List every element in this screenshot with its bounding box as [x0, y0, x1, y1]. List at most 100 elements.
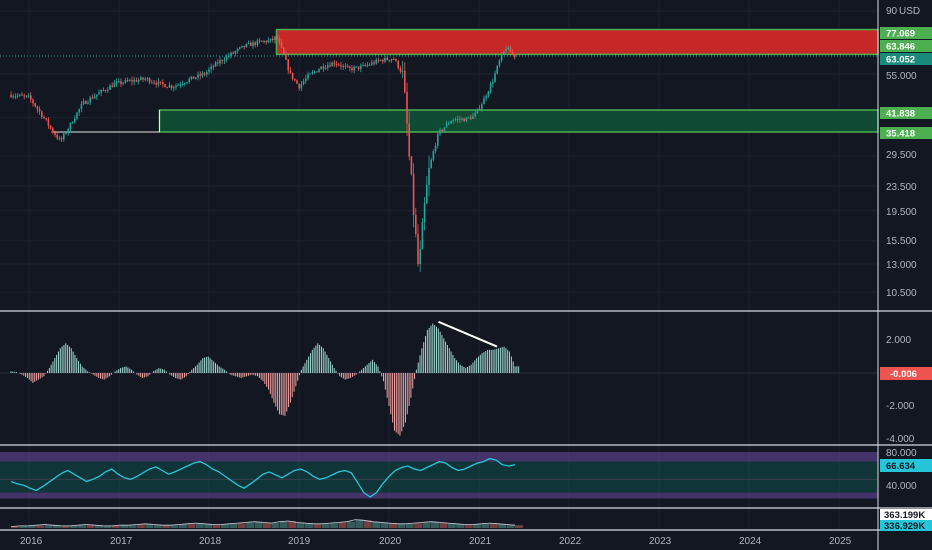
x-tick-label: 2023 — [649, 536, 672, 547]
price-tag-label: 63.846 — [886, 42, 915, 53]
candle-body — [390, 59, 393, 61]
candle-body — [82, 101, 85, 105]
rsi-panel[interactable] — [0, 452, 878, 499]
candle-body — [441, 129, 443, 131]
candle-body — [65, 133, 67, 135]
volume-bar — [313, 523, 322, 528]
candle-body — [305, 78, 307, 82]
candle-body — [87, 102, 89, 104]
volume-bar — [44, 524, 53, 528]
osc-last-value: -0.006 — [890, 369, 917, 380]
candle-body — [93, 96, 96, 99]
candle-body — [487, 91, 490, 97]
volume-panel[interactable] — [10, 519, 523, 528]
volume-bar — [212, 524, 221, 528]
candle-body — [34, 103, 36, 107]
rsi-last-value: 66.634 — [886, 461, 916, 472]
candle-body — [16, 95, 19, 97]
volume-bar — [254, 521, 263, 528]
candles — [10, 33, 516, 273]
rsi-oversold-band — [0, 492, 878, 499]
candle-body — [10, 94, 12, 98]
candle-body — [41, 111, 43, 117]
volume-bar — [389, 523, 397, 528]
rsi-last-tag — [880, 459, 932, 472]
candle-body — [432, 151, 435, 160]
candle-body — [474, 113, 476, 116]
candle-body — [243, 45, 245, 47]
candle-body — [287, 59, 289, 71]
price-tag-label: 63.052 — [886, 55, 915, 66]
candle-body — [232, 52, 234, 54]
candle-body — [406, 91, 408, 124]
candle-body — [74, 118, 76, 123]
candle-body — [342, 65, 344, 67]
volume-bar — [347, 521, 355, 528]
candle-body — [395, 59, 397, 61]
oscillator-panel[interactable] — [0, 320, 878, 436]
price-tick-label: 90 — [886, 6, 898, 17]
candle-body — [320, 66, 322, 70]
candle-body — [316, 71, 318, 73]
candle-body — [470, 117, 472, 119]
candle-body — [210, 66, 212, 70]
candle-body — [476, 108, 479, 114]
candle-body — [219, 60, 221, 64]
candle-body — [313, 71, 316, 73]
candle-body — [371, 62, 373, 65]
candle-body — [54, 132, 56, 135]
candle-body — [12, 96, 14, 98]
osc-tick-label: -4.000 — [886, 434, 915, 445]
volume-bar — [78, 525, 87, 528]
candle-body — [146, 78, 149, 80]
volume-bar — [179, 524, 187, 528]
volume-bar — [380, 522, 389, 528]
candle-body — [71, 122, 74, 124]
price-tick-label: 23.500 — [886, 182, 917, 193]
candle-body — [452, 119, 454, 122]
candle-body — [239, 47, 241, 49]
candle-body — [329, 65, 331, 67]
candle-body — [318, 69, 320, 72]
volume-bar — [36, 525, 45, 528]
volume-bar — [405, 523, 414, 528]
volume-bar — [187, 523, 196, 528]
candle-body — [465, 117, 468, 122]
candle-body — [186, 82, 188, 84]
volume-bar — [204, 523, 213, 528]
candle-body — [496, 65, 498, 74]
rsi-tick-label: 80.000 — [886, 448, 917, 459]
candle-body — [109, 85, 111, 90]
volume-bar — [355, 519, 364, 528]
candle-body — [162, 82, 164, 85]
candle-body — [278, 38, 281, 43]
price-panel[interactable] — [0, 28, 879, 273]
right-axis[interactable]: 90 USD 55.000 29.500 23.500 19.500 15.50… — [880, 6, 932, 532]
candle-body — [144, 78, 146, 80]
time-axis[interactable]: 2016 2017 2018 2019 2020 2021 2022 2023 … — [20, 536, 852, 547]
candle-body — [430, 159, 432, 168]
candle-body — [142, 77, 144, 80]
candle-body — [228, 55, 230, 57]
volume-bar — [271, 523, 280, 528]
candle-body — [417, 234, 419, 265]
candle-body — [52, 128, 54, 133]
candle-body — [111, 85, 113, 88]
volume-bar — [422, 522, 431, 528]
volume-bar — [447, 523, 456, 528]
volume-bar — [321, 523, 330, 528]
volume-bar — [515, 525, 523, 528]
candle-body — [335, 64, 338, 66]
candle-body — [212, 66, 215, 68]
candle-body — [164, 84, 166, 88]
candle-body — [247, 42, 250, 44]
volume-tag-1 — [880, 509, 932, 520]
candle-body — [177, 84, 179, 86]
candle-body — [269, 38, 272, 41]
candle-body — [388, 59, 391, 61]
candle-body — [423, 203, 426, 222]
candle-body — [344, 65, 347, 67]
candle-body — [300, 83, 303, 89]
candle-body — [419, 249, 421, 265]
